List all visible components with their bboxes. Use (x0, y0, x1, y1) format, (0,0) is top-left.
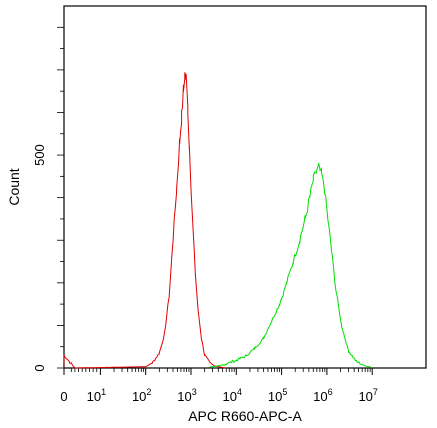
x-tick-label: 0 (60, 389, 67, 404)
x-tick-exponent: 4 (237, 387, 242, 397)
y-tick-label: 500 (32, 144, 47, 166)
series-2-line (208, 162, 373, 369)
y-axis-title: Count (6, 168, 22, 205)
x-tick-label: 101 (87, 387, 106, 404)
x-tick-label: 107 (358, 387, 377, 404)
x-tick-label: 102 (132, 387, 151, 404)
x-tick-exponent: 5 (282, 387, 287, 397)
data-series (63, 72, 373, 369)
x-axis-title: APC R660-APC-A (188, 408, 302, 424)
x-tick-label: 105 (268, 387, 287, 404)
x-tick-exponent: 7 (373, 387, 378, 397)
series-1-line (63, 72, 227, 369)
y-tick-label: 0 (32, 364, 47, 371)
x-tick-exponent: 6 (328, 387, 333, 397)
x-tick-label: 103 (177, 387, 196, 404)
x-tick-label: 104 (223, 387, 242, 404)
tick-labels: 0 101 102 103 104 105 106 107 0 500 (32, 144, 378, 404)
x-tick-label: 106 (313, 387, 332, 404)
x-tick-exponent: 1 (101, 387, 106, 397)
plot-area (63, 5, 427, 369)
tick-marks (57, 26, 373, 375)
x-tick-exponent: 2 (146, 387, 151, 397)
x-tick-exponent: 3 (192, 387, 197, 397)
